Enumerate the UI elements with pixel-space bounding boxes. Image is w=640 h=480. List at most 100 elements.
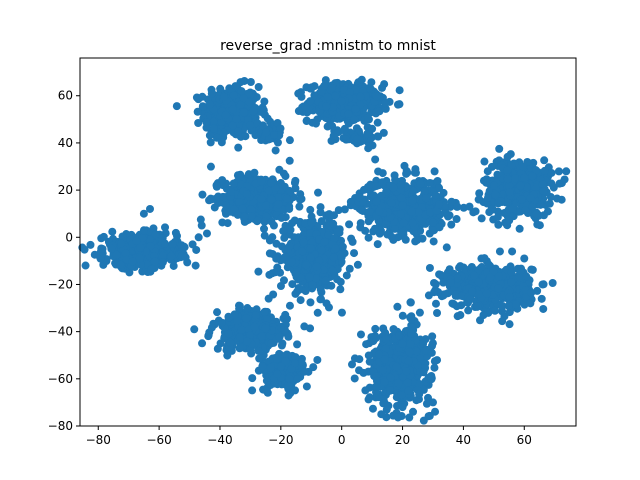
data-point [431,299,440,308]
data-point [279,276,288,285]
data-point [353,134,362,143]
data-point [408,196,417,205]
data-point [260,97,269,106]
data-point [503,152,512,161]
data-point [314,188,323,197]
data-point [432,206,441,215]
data-point [319,265,328,274]
data-point [368,404,377,413]
data-point [407,329,416,338]
data-point [365,357,374,366]
data-point [403,378,412,387]
data-point [430,288,439,297]
data-point [484,260,493,269]
data-point [344,110,353,119]
data-point [377,410,386,419]
data-point [243,304,252,313]
data-point [285,242,294,251]
data-point [236,170,245,179]
data-point [213,344,222,353]
data-point [365,83,374,92]
data-point [168,239,177,248]
data-point [272,254,281,263]
data-point [212,133,221,142]
data-point [357,75,366,84]
data-point [217,318,226,327]
data-point [315,107,324,116]
data-point [329,131,338,140]
data-point [375,207,384,216]
data-point [150,257,159,266]
data-point [336,285,345,294]
data-point [198,339,207,348]
data-point [372,376,381,385]
data-point [446,278,455,287]
data-point [136,243,145,252]
data-point [271,146,280,155]
data-point [397,193,406,202]
data-point [305,273,314,282]
data-point [257,194,266,203]
y-tick-label: −20 [48,277,73,291]
data-point [393,302,402,311]
data-point [494,284,503,293]
data-point [272,239,281,248]
data-point [239,94,248,103]
data-point [281,253,290,262]
data-point [234,143,243,152]
data-point [218,176,227,185]
data-point [387,198,396,207]
data-point [411,168,420,177]
data-point [522,272,531,281]
data-point [375,350,384,359]
data-points [78,75,571,425]
data-point [425,411,434,420]
data-point [231,82,240,91]
data-point [287,258,296,267]
data-point [151,230,160,239]
data-point [238,204,247,213]
data-point [539,304,548,313]
data-point [516,181,525,190]
data-point [373,118,382,127]
data-point [340,126,349,135]
data-point [356,193,365,202]
data-point [527,265,536,274]
data-point [274,200,283,209]
data-point [548,279,557,287]
data-point [313,355,322,364]
data-point [456,262,465,271]
data-point [431,191,440,200]
data-point [479,311,488,320]
data-point [320,237,329,246]
data-point [299,238,308,247]
data-point [317,217,326,226]
data-point [539,186,548,195]
data-point [428,398,437,407]
data-point [517,195,526,204]
data-point [295,202,304,211]
data-point [317,295,325,304]
data-point [233,210,242,219]
x-tick-label: −80 [86,433,111,447]
data-point [194,233,203,242]
data-point [226,338,235,347]
data-point [395,331,404,340]
data-point [421,194,430,203]
data-point [320,82,329,91]
data-point [495,247,504,256]
data-point [515,224,524,233]
data-point [337,252,346,261]
data-point [378,83,387,92]
data-point [260,308,269,317]
data-point [284,391,293,400]
data-point [90,250,99,259]
data-point [532,166,540,175]
data-point [206,100,215,109]
data-point [374,167,383,176]
data-point [549,183,558,192]
data-point [272,354,281,363]
data-point [396,210,405,219]
data-point [419,339,428,348]
